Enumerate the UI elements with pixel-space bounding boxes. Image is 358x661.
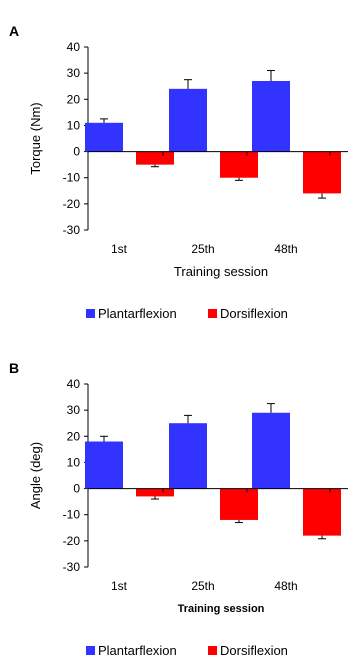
bar-plantarflexion-48th: [252, 412, 290, 489]
y-axis-label: Angle (deg): [28, 442, 43, 509]
legend: Plantarflexion Dorsiflexion: [86, 306, 288, 321]
bar-plantarflexion-1st: [85, 441, 123, 489]
bar-dorsiflexion-48th: [303, 488, 341, 536]
category-label: 25th: [191, 242, 214, 256]
panel-label: B: [9, 360, 19, 376]
legend-label-dorsiflexion: Dorsiflexion: [220, 306, 288, 321]
bar-dorsiflexion-48th: [303, 151, 341, 194]
bar-plantarflexion-25th: [169, 423, 207, 489]
chart-panel-a: A 40 30 20 10 0 -10 -20 -30 Torque (Nm) 1st 25th 48t…: [9, 23, 348, 321]
y-tick-label: 10: [67, 118, 81, 132]
bar-plantarflexion-25th: [169, 88, 207, 152]
category-label: 48th: [274, 242, 297, 256]
y-tick-label: 10: [67, 455, 81, 469]
bar-plantarflexion-48th: [252, 80, 290, 152]
category-label: 1st: [111, 242, 128, 256]
bar-dorsiflexion-1st: [136, 488, 174, 497]
bar-dorsiflexion-25th: [220, 151, 258, 178]
legend-label-dorsiflexion: Dorsiflexion: [220, 643, 288, 658]
category-label: 48th: [274, 579, 297, 593]
y-tick-label: -20: [63, 534, 81, 548]
y-tick-label: 20: [67, 92, 81, 106]
legend-swatch-plantarflexion: [86, 646, 95, 655]
y-axis-label: Torque (Nm): [28, 102, 43, 174]
legend-label-plantarflexion: Plantarflexion: [98, 306, 177, 321]
category-label: 25th: [191, 579, 214, 593]
bar-dorsiflexion-1st: [136, 151, 174, 165]
panel-label: A: [9, 23, 19, 39]
x-axis-label: Training session: [174, 264, 268, 279]
bar-dorsiflexion-25th: [220, 488, 258, 520]
y-tick-label: 40: [67, 377, 81, 391]
legend-label-plantarflexion: Plantarflexion: [98, 643, 177, 658]
y-tick-label: -10: [63, 508, 81, 522]
legend-swatch-dorsiflexion: [208, 309, 217, 318]
legend-swatch-dorsiflexion: [208, 646, 217, 655]
bar-plantarflexion-1st: [85, 122, 123, 152]
y-tick-label: -10: [63, 171, 81, 185]
y-tick-label: 40: [67, 40, 81, 54]
y-tick-label: -20: [63, 197, 81, 211]
category-label: 1st: [111, 579, 128, 593]
legend-swatch-plantarflexion: [86, 309, 95, 318]
y-tick-label: 0: [73, 482, 80, 496]
y-tick-label: 0: [73, 145, 80, 159]
y-tick-label: 30: [67, 403, 81, 417]
y-tick-label: 30: [67, 66, 81, 80]
x-axis-label: Training session: [178, 603, 265, 615]
y-tick-label: -30: [63, 560, 81, 574]
legend: Plantarflexion Dorsiflexion: [86, 643, 288, 658]
y-tick-label: -30: [63, 223, 81, 237]
chart-panel-b: B 40 30 20 10 0 -10 -20 -30 Angle (deg) 1st 25th 48t…: [9, 360, 348, 658]
y-tick-label: 20: [67, 429, 81, 443]
